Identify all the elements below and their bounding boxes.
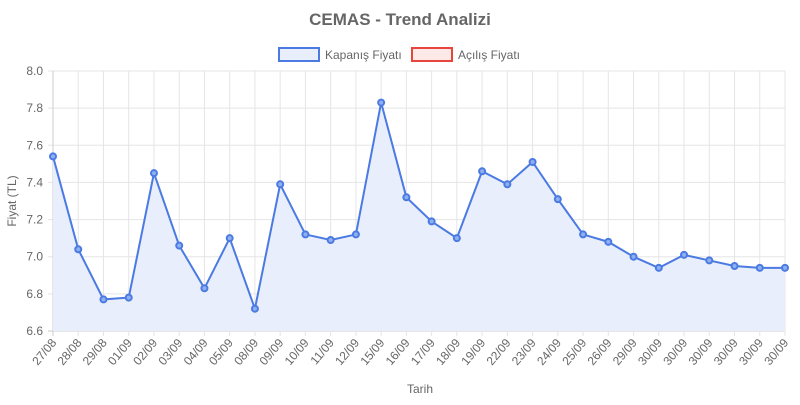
x-tick-label: 26/09 — [585, 336, 615, 368]
x-tick-label: 02/09 — [130, 336, 160, 368]
data-point — [452, 234, 461, 243]
x-tick-label: 30/09 — [736, 336, 766, 368]
legend-label: Açılış Fiyatı — [458, 48, 520, 62]
y-tick-label: 7.4 — [26, 175, 43, 189]
data-point — [553, 195, 562, 204]
data-point — [528, 158, 537, 166]
y-tick-label: 7.8 — [26, 101, 43, 115]
data-point — [629, 252, 638, 261]
y-tick-label: 7.2 — [26, 213, 43, 227]
x-tick-label: 18/09 — [433, 336, 463, 368]
data-point — [781, 263, 789, 272]
x-tick-label: 03/09 — [155, 336, 185, 368]
x-tick-label: 30/09 — [686, 336, 716, 368]
y-tick-label: 7.0 — [26, 250, 43, 264]
data-point — [326, 236, 335, 244]
x-tick-label: 30/09 — [635, 336, 665, 368]
y-tick-label: 8.0 — [26, 64, 43, 78]
series-area — [53, 102, 785, 331]
x-tick-label: 30/09 — [711, 336, 741, 368]
legend-swatch — [278, 47, 320, 62]
y-axis-label: Fiyat (TL) — [5, 175, 19, 226]
x-tick-label: 30/09 — [660, 336, 690, 368]
x-tick-label: 16/09 — [383, 336, 413, 368]
legend-swatch — [411, 47, 453, 62]
x-tick-label: 09/09 — [256, 336, 286, 368]
series-line — [52, 102, 785, 313]
data-point — [149, 169, 158, 178]
data-point — [604, 237, 613, 246]
data-point — [377, 98, 386, 107]
data-point — [705, 256, 714, 265]
x-tick-label: 28/08 — [55, 336, 85, 368]
data-point — [301, 230, 310, 239]
x-tick-label: 27/08 — [29, 336, 59, 368]
x-tick-label: 01/09 — [105, 336, 135, 368]
plot-area — [49, 98, 789, 331]
data-point — [351, 230, 360, 239]
x-tick-label: 29/09 — [610, 336, 640, 368]
data-point — [49, 152, 57, 161]
x-axis-label: Tarih — [407, 382, 433, 396]
x-tick-label: 17/09 — [408, 336, 438, 368]
x-tick-label: 10/09 — [282, 336, 312, 368]
x-tick-label: 08/09 — [231, 336, 261, 368]
y-tick-label: 6.8 — [26, 287, 43, 301]
data-point — [654, 263, 663, 272]
x-tick-label: 05/09 — [206, 336, 236, 368]
data-point — [225, 234, 234, 243]
chart-title: CEMAS - Trend Analizi — [309, 10, 491, 29]
data-point — [755, 263, 764, 272]
data-point — [74, 245, 83, 254]
data-point — [250, 304, 259, 313]
x-tick-label: 15/09 — [357, 336, 387, 368]
x-tick-label: 30/09 — [761, 336, 791, 368]
data-point — [680, 250, 689, 259]
data-point — [579, 230, 588, 239]
y-tick-label: 6.6 — [26, 324, 43, 338]
data-point — [99, 295, 108, 304]
x-tick-label: 11/09 — [307, 336, 337, 368]
y-tick-label: 7.6 — [26, 138, 43, 152]
x-tick-label: 24/09 — [534, 336, 564, 368]
data-point — [402, 193, 411, 202]
data-point — [124, 293, 133, 302]
x-tick-label: 19/09 — [458, 336, 488, 368]
x-tick-label: 25/09 — [559, 336, 589, 368]
x-tick-label: 29/08 — [80, 336, 110, 368]
data-point — [175, 241, 184, 250]
data-point — [478, 167, 487, 176]
data-point — [730, 262, 739, 270]
x-tick-label: 22/09 — [484, 336, 514, 368]
data-point — [427, 217, 436, 226]
x-tick-label: 04/09 — [181, 336, 211, 368]
data-point — [503, 180, 512, 189]
data-point — [276, 180, 285, 189]
legend-label: Kapanış Fiyatı — [325, 48, 402, 62]
legend: Kapanış Fiyatı Açılış Fiyatı — [278, 47, 520, 62]
x-tick-label: 12/09 — [332, 336, 362, 368]
x-tick-label: 23/09 — [509, 336, 539, 368]
data-point — [200, 284, 209, 293]
